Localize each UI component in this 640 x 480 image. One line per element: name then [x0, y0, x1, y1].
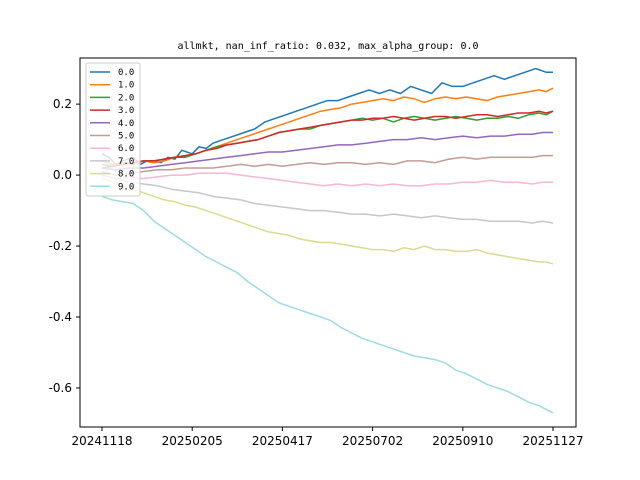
legend-label: 2.0 — [118, 93, 134, 103]
plot-frame — [79, 57, 577, 428]
legend-label: 1.0 — [118, 81, 134, 91]
legend-label: 8.0 — [118, 170, 134, 180]
y-tick-label: 0.2 — [53, 97, 72, 111]
x-tick-label: 20250417 — [252, 434, 313, 448]
y-tick-label: -0.6 — [49, 381, 72, 395]
y-axis: -0.6 -0.4 -0.2 0.0 0.2 — [49, 97, 80, 395]
y-tick-label: 0.0 — [53, 168, 72, 182]
y-tick-label: -0.4 — [49, 310, 72, 324]
legend-label: 7.0 — [118, 157, 134, 167]
legend: 0.0 1.0 2.0 3.0 4.0 5.0 6.0 7.0 8.0 9.0 — [85, 62, 141, 197]
x-tick-label: 20250205 — [162, 434, 223, 448]
series-line-6-0 — [101, 172, 553, 187]
series-line-4-0 — [101, 131, 553, 171]
legend-label: 0.0 — [118, 68, 134, 78]
x-tick-label: 20251127 — [522, 434, 583, 448]
series-line-8-0 — [101, 177, 554, 265]
plot-area — [101, 67, 554, 414]
x-tick-label: 20250910 — [432, 434, 493, 448]
x-tick-label: 20250702 — [342, 434, 403, 448]
series-line-5-0 — [101, 154, 553, 176]
x-axis: 20241118 20250205 20250417 20250702 20250910… — [71, 427, 584, 448]
series-line-3-0 — [101, 110, 554, 169]
legend-label: 9.0 — [118, 182, 134, 192]
chart-title: allmkt, nan_inf_ratio: 0.032, max_alpha_… — [177, 41, 478, 52]
x-tick-label: 20241118 — [71, 434, 132, 448]
legend-box — [85, 62, 141, 197]
legend-label: 5.0 — [118, 132, 134, 142]
series-line-9-0 — [101, 195, 554, 414]
legend-label: 3.0 — [118, 106, 134, 116]
legend-label: 4.0 — [118, 119, 134, 129]
series-line-1-0 — [101, 87, 554, 166]
legend-label: 6.0 — [118, 144, 134, 154]
series-line-0-0 — [101, 67, 553, 166]
series-line-7-0 — [101, 174, 554, 224]
y-tick-label: -0.2 — [49, 239, 72, 253]
